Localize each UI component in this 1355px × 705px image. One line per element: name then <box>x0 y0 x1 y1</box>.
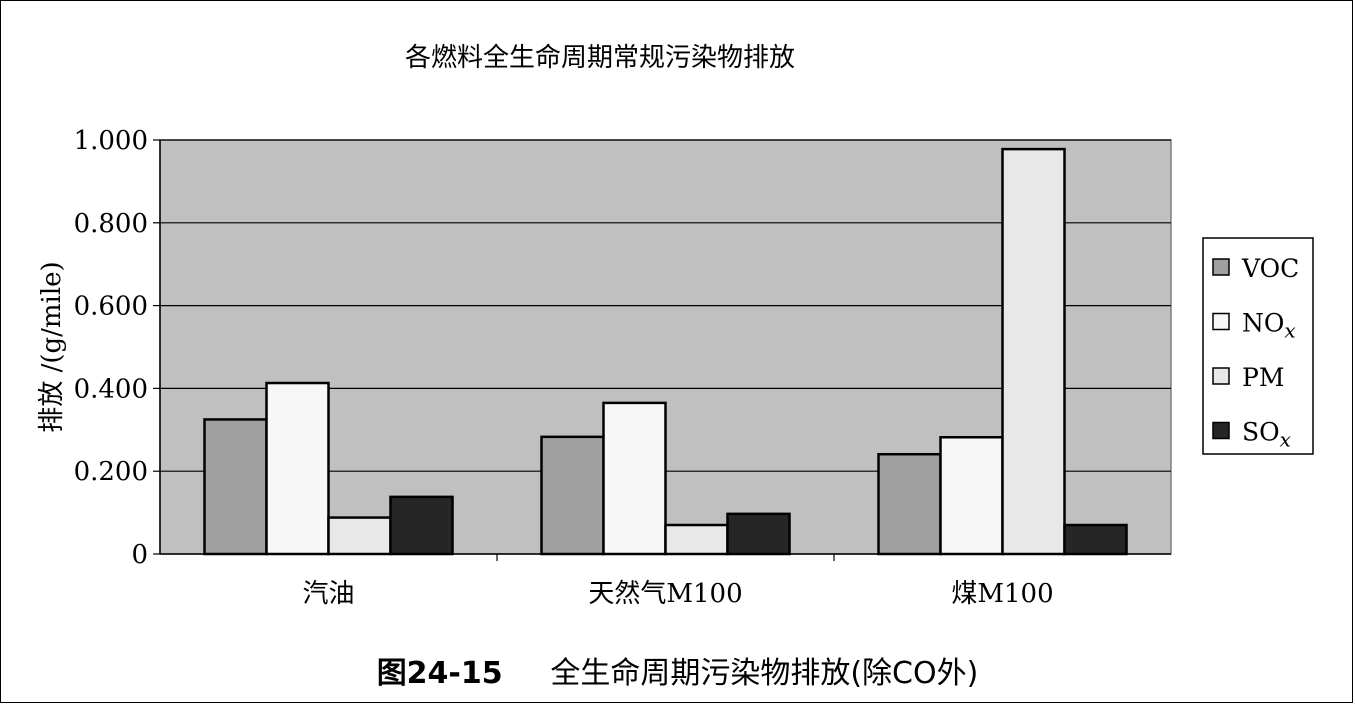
legend-swatch <box>1212 421 1230 440</box>
figure-number: 图24-15 <box>376 656 503 691</box>
legend-swatch <box>1212 258 1230 276</box>
bar-pm <box>327 516 392 556</box>
legend-label: VOC <box>1241 254 1299 283</box>
legend-swatch <box>1212 367 1230 385</box>
y-tick-label: 1.000 <box>74 126 148 156</box>
bar-sox <box>389 495 454 556</box>
bar-nox <box>939 436 1004 556</box>
legend-label: PM <box>1242 363 1284 392</box>
bar-pm <box>1001 147 1066 556</box>
x-tick-label: 汽油 <box>302 579 354 609</box>
figure-caption: 图24-15 全生命周期污染物排放(除CO外) <box>0 648 1355 692</box>
chart-title: 各燃料全生命周期常规污染物排放 <box>405 43 795 73</box>
bar-nox <box>602 401 667 556</box>
y-tick-label: 0.200 <box>74 457 148 487</box>
figure-caption-text: 全生命周期污染物排放(除CO外) <box>550 656 979 691</box>
y-tick-label: 0 <box>131 540 148 570</box>
x-tick-label: 天然气M100 <box>588 579 742 609</box>
bar-nox <box>265 381 330 556</box>
bar-sox <box>726 512 791 556</box>
bar-voc <box>877 452 942 556</box>
y-tick-labels: 0 0.200 0.400 0.600 0.800 1.000 <box>74 126 148 570</box>
bar-voc <box>540 435 605 556</box>
bar-pm <box>664 523 729 556</box>
bar-sox <box>1063 523 1128 556</box>
x-tick-label: 煤M100 <box>951 579 1053 609</box>
y-axis-label: 排放 /(g/mile) <box>37 261 67 432</box>
y-tick-label: 0.800 <box>74 209 148 239</box>
bar-voc <box>203 418 268 556</box>
legend-swatch <box>1212 312 1230 331</box>
bars <box>203 147 1128 556</box>
axes <box>153 139 1171 561</box>
y-tick-label: 0.400 <box>74 374 148 404</box>
y-tick-label: 0.600 <box>74 292 148 322</box>
x-tick-labels: 汽油 天然气M100 煤M100 <box>302 579 1053 609</box>
